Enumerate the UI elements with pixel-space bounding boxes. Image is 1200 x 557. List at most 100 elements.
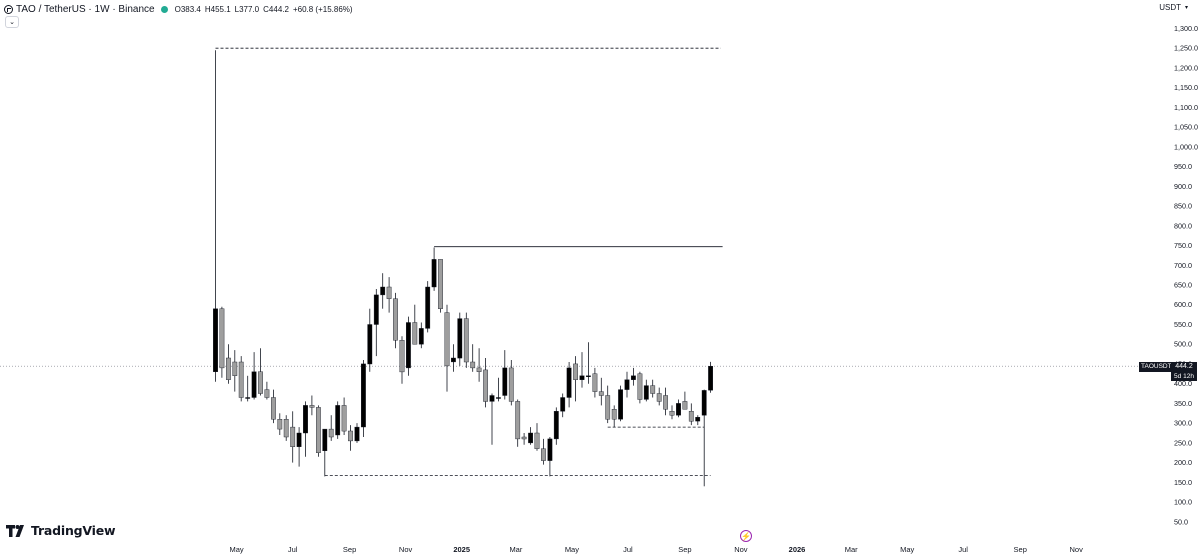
x-tick-label: Jul [958, 545, 968, 554]
candle-body [290, 426, 296, 448]
candle-body [560, 397, 566, 412]
candle-body [238, 361, 244, 398]
candle-body [598, 391, 604, 396]
candle-body [406, 322, 411, 369]
candle-body [335, 405, 341, 436]
ohlc-open: O383.4 [174, 4, 201, 14]
candle-body [245, 397, 251, 399]
candle-body [470, 361, 476, 369]
y-tick-label: 900.0 [1174, 182, 1192, 191]
candle-body [528, 432, 534, 444]
candle-body [605, 395, 611, 420]
y-tick-label: 850.0 [1174, 202, 1192, 211]
candle-body [579, 375, 585, 380]
candle-body [708, 366, 714, 391]
candle-body [251, 371, 257, 398]
chevron-down-icon: ⌄ [9, 19, 15, 26]
candle-body [547, 438, 553, 461]
price-badge-price: 444.2 [1171, 362, 1197, 372]
candle-body [386, 286, 392, 300]
candle-body [553, 411, 559, 440]
y-tick-label: 1,050.0 [1174, 123, 1198, 132]
currency-label: USDT [1159, 3, 1181, 12]
candle-body [496, 397, 501, 399]
logo-text: TradingView [31, 523, 116, 538]
y-tick-label: 550.0 [1174, 320, 1192, 329]
candle-body [328, 428, 334, 438]
candle-body [277, 419, 283, 430]
candle-body [431, 259, 437, 288]
candle-body [688, 411, 694, 422]
candle-body [380, 286, 386, 296]
candle-body [611, 409, 617, 420]
candle-body [515, 401, 521, 440]
candle-body [399, 340, 405, 373]
y-tick-label: 650.0 [1174, 281, 1192, 290]
candle-body [341, 405, 347, 432]
candle-body [271, 397, 276, 420]
y-tick-label: 1,200.0 [1174, 64, 1198, 73]
chart-legend: TAO / TetherUS · 1W · Binance O383.4 H45… [4, 2, 357, 16]
price-badge-symbol: TAOUSDT [1139, 362, 1174, 372]
candle-body [650, 385, 656, 394]
candle-body [303, 405, 308, 434]
candle-body [412, 322, 418, 345]
x-tick-label: Mar [845, 545, 858, 554]
symbol-title[interactable]: TAO / TetherUS · 1W · Binance [16, 3, 155, 15]
candle-body [425, 286, 431, 329]
ohlc-high: H455.1 [204, 4, 231, 14]
x-tick-label: Sep [1014, 545, 1027, 554]
y-tick-label: 100.0 [1174, 498, 1192, 507]
candle-body [348, 430, 353, 442]
candle-body [373, 294, 379, 325]
price-badge-countdown: 5d 12h [1171, 372, 1197, 381]
x-tick-label: May [565, 545, 579, 554]
candle-body [701, 390, 707, 416]
y-tick-label: 250.0 [1174, 438, 1192, 447]
y-tick-label: 1,300.0 [1174, 24, 1198, 33]
x-tick-label: Mar [509, 545, 522, 554]
candle-body [541, 448, 546, 461]
y-tick-label: 800.0 [1174, 221, 1192, 230]
y-tick-label: 350.0 [1174, 399, 1192, 408]
y-tick-label: 150.0 [1174, 478, 1192, 487]
x-tick-label: May [900, 545, 914, 554]
candle-body [438, 259, 443, 309]
candle-body [663, 395, 669, 410]
candle-body [264, 389, 270, 398]
candle-body [451, 357, 456, 363]
candle-body [483, 369, 488, 402]
candle-body [586, 375, 591, 377]
tradingview-logo-icon [6, 524, 24, 537]
candle-body [637, 373, 643, 400]
candle-body [624, 379, 630, 390]
candle-body [592, 373, 598, 392]
y-tick-label: 600.0 [1174, 300, 1192, 309]
y-tick-label: 50.0 [1174, 517, 1188, 526]
candle-body [476, 367, 482, 372]
y-tick-label: 1,000.0 [1174, 142, 1198, 151]
y-tick-label: 300.0 [1174, 419, 1192, 428]
candle-body [631, 375, 636, 380]
legend-collapse-button[interactable]: ⌄ [5, 16, 19, 28]
x-tick-label: Jul [623, 545, 633, 554]
candle-body [361, 363, 366, 428]
bolt-icon[interactable]: ⚡ [740, 530, 752, 542]
chevron-down-icon: ▾ [1184, 5, 1188, 11]
y-tick-label: 1,100.0 [1174, 103, 1198, 112]
candle-body [618, 389, 624, 420]
x-tick-label: Nov [399, 545, 413, 554]
candle-body [418, 328, 424, 345]
candle-body [354, 426, 360, 442]
candle-body [457, 318, 463, 359]
candle-body [676, 403, 681, 416]
y-tick-label: 200.0 [1174, 458, 1192, 467]
live-dot-icon [160, 5, 168, 13]
candle-body [309, 405, 315, 408]
candle-body [669, 411, 675, 416]
currency-selector[interactable]: USDT ▾ [1159, 3, 1188, 12]
tradingview-logo[interactable]: TradingView [6, 523, 116, 538]
candle-body [534, 432, 540, 450]
x-tick-label: 2025 [453, 545, 470, 554]
